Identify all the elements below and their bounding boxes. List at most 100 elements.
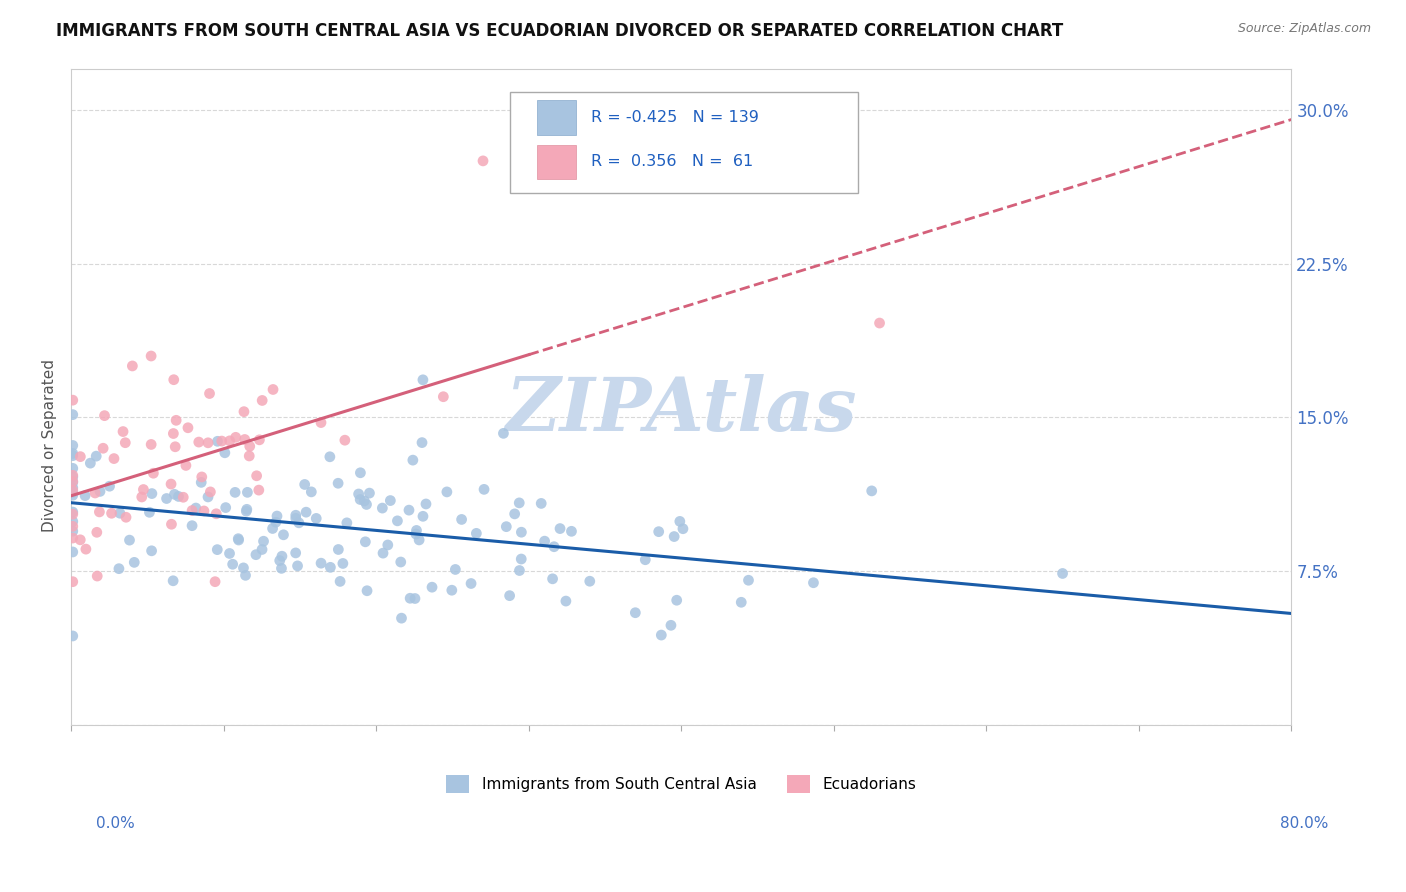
- Point: [228, 533, 250, 547]
- Point: [69, 533, 91, 547]
- Point: [262, 383, 284, 397]
- Point: [214, 446, 236, 460]
- Point: [235, 568, 257, 582]
- Point: [440, 583, 463, 598]
- FancyBboxPatch shape: [510, 92, 858, 194]
- Point: [207, 434, 229, 449]
- Point: [391, 611, 413, 625]
- Point: [167, 490, 190, 504]
- Point: [408, 533, 430, 547]
- Point: [412, 509, 434, 524]
- Text: IMMIGRANTS FROM SOUTH CENTRAL ASIA VS ECUADORIAN DIVORCED OR SEPARATED CORRELATI: IMMIGRANTS FROM SOUTH CENTRAL ASIA VS EC…: [56, 22, 1063, 40]
- Point: [75, 542, 97, 557]
- Point: [138, 505, 160, 519]
- Point: [250, 542, 273, 557]
- Point: [329, 574, 352, 589]
- Point: [508, 496, 530, 510]
- Point: [211, 434, 233, 448]
- Point: [305, 511, 328, 525]
- Point: [84, 449, 107, 463]
- Point: [387, 514, 409, 528]
- Point: [354, 534, 377, 549]
- Point: [333, 433, 356, 447]
- Point: [349, 466, 371, 480]
- Point: [328, 542, 350, 557]
- Point: [89, 484, 111, 499]
- Point: [218, 434, 240, 448]
- Point: [349, 492, 371, 507]
- Point: [131, 490, 153, 504]
- Point: [162, 426, 184, 441]
- Point: [347, 487, 370, 501]
- Text: Divorced or Separated: Divorced or Separated: [42, 359, 56, 533]
- Point: [86, 569, 108, 583]
- Point: [62, 485, 84, 500]
- Point: [233, 405, 256, 419]
- Point: [299, 484, 322, 499]
- Point: [295, 505, 318, 519]
- Point: [62, 507, 84, 521]
- Text: R =  0.356   N =  61: R = 0.356 N = 61: [591, 154, 754, 169]
- Point: [160, 477, 183, 491]
- Point: [444, 562, 467, 576]
- Point: [371, 501, 394, 516]
- Point: [172, 490, 194, 504]
- Point: [187, 435, 209, 450]
- Point: [155, 491, 177, 506]
- Point: [238, 449, 260, 463]
- Point: [62, 449, 84, 463]
- Point: [236, 485, 259, 500]
- Point: [530, 496, 553, 510]
- Point: [662, 530, 685, 544]
- Point: [309, 556, 332, 570]
- Point: [460, 576, 482, 591]
- Point: [326, 476, 349, 491]
- Point: [420, 580, 443, 594]
- Point: [389, 555, 412, 569]
- Point: [472, 153, 495, 168]
- Point: [142, 467, 165, 481]
- Point: [554, 594, 576, 608]
- Point: [62, 481, 84, 495]
- Point: [62, 475, 84, 489]
- Point: [402, 453, 425, 467]
- Point: [112, 425, 135, 439]
- Point: [62, 545, 84, 559]
- Point: [465, 526, 488, 541]
- Legend: Immigrants from South Central Asia, Ecuadorians: Immigrants from South Central Asia, Ecua…: [447, 774, 917, 793]
- Point: [737, 573, 759, 587]
- Point: [541, 572, 564, 586]
- Point: [62, 393, 84, 408]
- FancyBboxPatch shape: [537, 145, 576, 179]
- Point: [284, 546, 307, 560]
- Point: [239, 439, 262, 453]
- Point: [69, 450, 91, 464]
- Point: [193, 504, 215, 518]
- Point: [218, 546, 240, 560]
- Point: [250, 393, 273, 408]
- Point: [436, 484, 458, 499]
- Point: [270, 561, 292, 575]
- Point: [398, 503, 420, 517]
- Point: [503, 507, 526, 521]
- Point: [380, 493, 402, 508]
- Point: [205, 507, 228, 521]
- Point: [269, 553, 291, 567]
- Point: [510, 552, 533, 566]
- Point: [141, 437, 163, 451]
- Text: ZIPAtlas: ZIPAtlas: [506, 374, 858, 446]
- Point: [226, 532, 249, 546]
- Point: [560, 524, 582, 539]
- Point: [165, 413, 187, 427]
- Point: [405, 527, 427, 541]
- Point: [271, 549, 294, 564]
- Point: [634, 552, 657, 566]
- Point: [669, 515, 692, 529]
- Point: [207, 542, 229, 557]
- Point: [869, 316, 891, 330]
- Point: [62, 470, 84, 484]
- Point: [62, 515, 84, 529]
- Point: [411, 435, 433, 450]
- Point: [91, 442, 114, 456]
- Point: [62, 531, 84, 545]
